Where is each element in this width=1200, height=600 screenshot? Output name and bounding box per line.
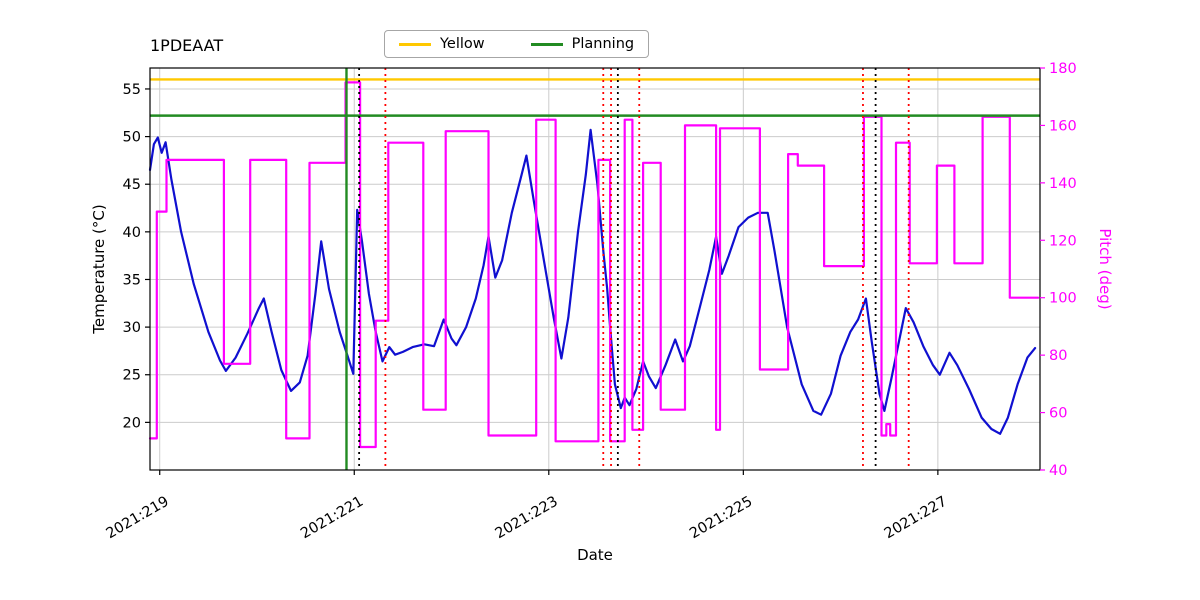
y-left-tick-label: 30 bbox=[123, 320, 141, 336]
y-left-tick-label: 55 bbox=[123, 82, 141, 98]
legend-label-planning: Planning bbox=[571, 36, 635, 52]
y-left-tick-label: 40 bbox=[123, 225, 141, 241]
planning-limit-line-sample bbox=[530, 42, 563, 46]
grid-lines bbox=[150, 68, 1040, 470]
event-lines bbox=[345, 68, 910, 470]
x-tick-label: 2021:221 bbox=[298, 494, 366, 543]
x-axis-ticks: 2021:219 2021:221 2021:223 2021:225 2021:227 bbox=[104, 470, 950, 542]
x-axis-label: Date bbox=[577, 546, 613, 564]
limit-lines bbox=[150, 78, 1040, 117]
plot-border bbox=[149, 67, 1041, 471]
x-tick-label: 2021:227 bbox=[882, 494, 950, 543]
x-tick-label: 2021:223 bbox=[493, 494, 561, 543]
y-right-tick-label: 80 bbox=[1049, 348, 1067, 364]
pitch-series-line bbox=[148, 81, 1040, 449]
y-right-tick-label: 40 bbox=[1049, 463, 1067, 479]
y-axis-label-right: Pitch (deg) bbox=[1096, 228, 1114, 310]
y-left-tick-label: 45 bbox=[123, 177, 141, 193]
temperature-series-line bbox=[148, 128, 1037, 435]
yellow-limit-line-sample bbox=[399, 42, 431, 46]
y-left-tick-label: 20 bbox=[123, 415, 141, 431]
y-right-tick-label: 120 bbox=[1049, 233, 1077, 249]
legend: Yellow Planning bbox=[384, 30, 650, 58]
y-right-tick-label: 60 bbox=[1049, 406, 1067, 422]
chart-title: 1PDEAAT bbox=[150, 36, 224, 55]
y-axis-left-ticks: 20 25 30 35 40 45 50 55 bbox=[123, 82, 150, 431]
x-tick-label: 2021:219 bbox=[104, 494, 172, 543]
y-left-tick-label: 50 bbox=[123, 130, 141, 146]
y-right-tick-label: 140 bbox=[1049, 176, 1077, 192]
y-left-tick-label: 35 bbox=[123, 272, 141, 288]
series-lines bbox=[148, 81, 1040, 449]
x-tick-label: 2021:225 bbox=[687, 494, 755, 543]
legend-label-yellow: Yellow bbox=[440, 36, 485, 52]
y-right-tick-label: 180 bbox=[1049, 61, 1077, 77]
y-axis-right-ticks: 40 60 80 100 120 140 160 180 bbox=[1040, 61, 1077, 479]
y-left-tick-label: 25 bbox=[123, 368, 141, 384]
y-axis-label-left: Temperature (°C) bbox=[90, 204, 108, 334]
legend-item-planning: Planning bbox=[530, 36, 635, 52]
y-right-tick-label: 100 bbox=[1049, 291, 1077, 307]
y-right-tick-label: 160 bbox=[1049, 118, 1077, 134]
legend-item-yellow: Yellow bbox=[399, 36, 485, 52]
